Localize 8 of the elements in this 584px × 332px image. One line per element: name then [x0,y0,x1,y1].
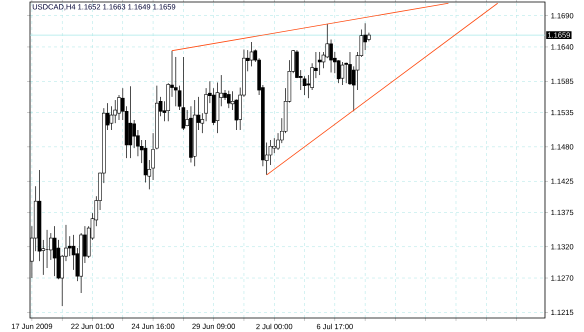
candlestick [182,56,186,130]
candlestick [336,60,340,84]
candlestick [226,90,231,109]
candlestick [340,62,344,86]
candlestick [272,138,276,154]
candlestick [128,86,132,158]
candlestick [318,52,322,76]
candlestick [52,226,56,276]
